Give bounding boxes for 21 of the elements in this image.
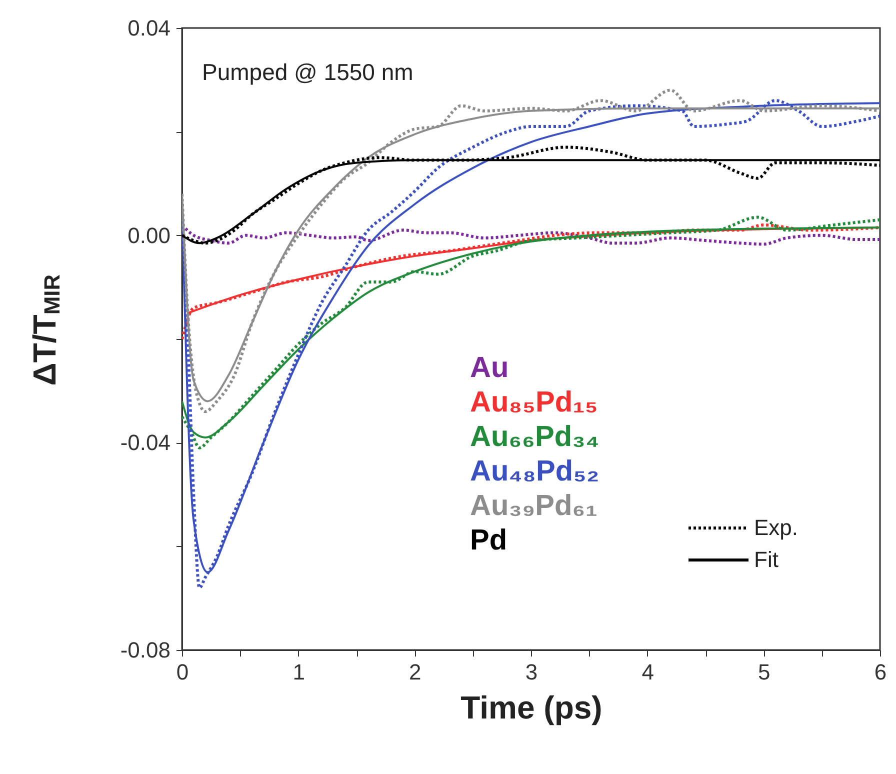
y-tick-label: 0.00 [128,222,170,248]
annotation: Fit [754,547,778,572]
x-tick-label: 1 [292,660,305,684]
text: Au [470,352,509,384]
text: Au₈₅Pd₁₅ [470,386,598,418]
x-axis-title: Time (ps) [460,690,602,726]
x-tick-label: 0 [176,660,189,684]
x-tick-label: 3 [525,660,538,684]
y-tick-label: 0.04 [128,16,170,40]
x-tick-label: 2 [409,660,422,684]
x-tick-label: 6 [874,660,887,684]
y-tick-label: -0.04 [120,430,170,456]
annotation: Exp. [754,515,798,540]
annotation: Pumped @ 1550 nm [202,59,414,85]
x-tick-label: 5 [758,660,770,684]
text: Au₃₉Pd₆₁ [470,490,598,522]
text: Au₄₈Pd₅₂ [470,456,600,488]
text: Pd [470,524,508,556]
text: Au₆₆Pd₃₄ [470,421,600,453]
x-tick-label: 4 [642,660,654,684]
y-tick-label: -0.08 [120,638,170,662]
